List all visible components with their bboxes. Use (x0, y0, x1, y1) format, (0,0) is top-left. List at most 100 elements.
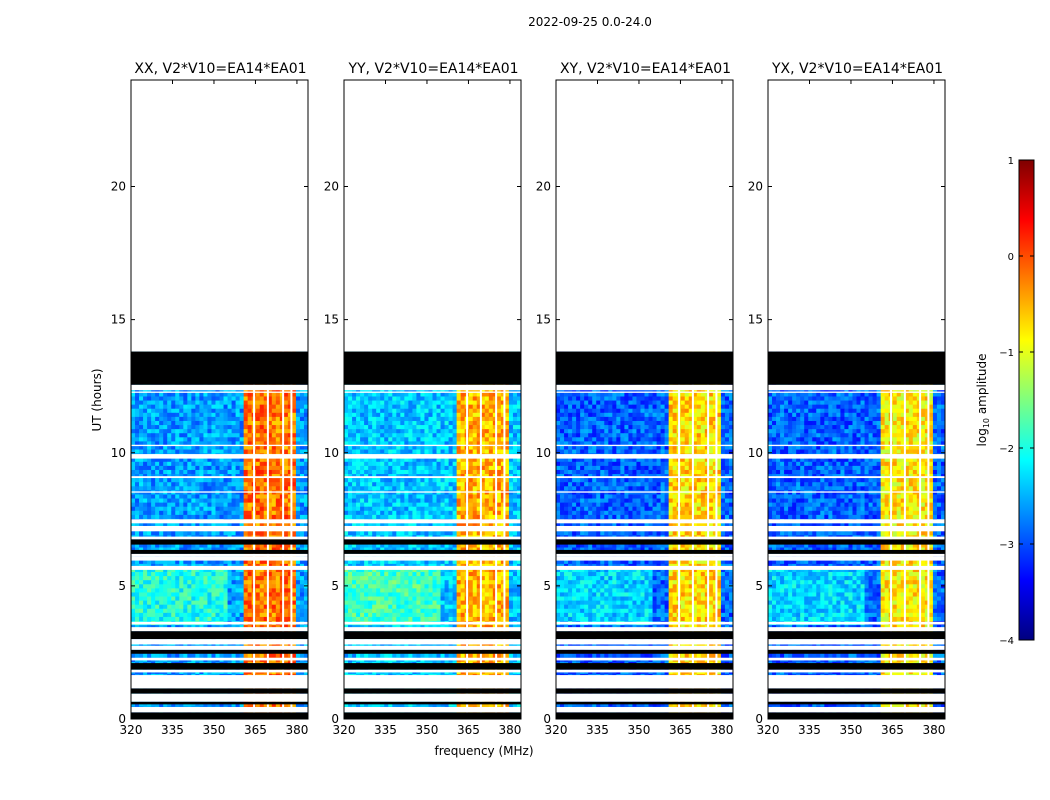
heatmap-cell (496, 396, 502, 401)
heatmap-cell (271, 457, 277, 463)
heatmap-cell (131, 420, 136, 426)
heatmap-cell (263, 412, 269, 418)
heatmap-cell (299, 596, 305, 601)
heatmap-cell (215, 433, 220, 438)
heatmap-cell (299, 572, 305, 577)
heatmap-cell (215, 543, 220, 548)
heatmap-cell (400, 420, 405, 426)
heatmap-cell (283, 404, 289, 410)
heatmap-cell (259, 608, 265, 614)
heatmap-cell (295, 457, 301, 463)
heatmap-cell (428, 396, 433, 401)
heatmap-cell (139, 425, 144, 430)
heatmap-cell (384, 412, 389, 418)
gap-band (131, 645, 308, 650)
heatmap-cell (231, 388, 236, 393)
heatmap-cell (295, 469, 301, 475)
heatmap-cell (203, 523, 208, 528)
heatmap-cell (235, 388, 241, 393)
heatmap-cell (143, 547, 148, 553)
heatmap-cell (155, 437, 160, 442)
heatmap-cell (271, 429, 277, 434)
heatmap-cell (235, 616, 241, 622)
heatmap-cell (275, 396, 281, 401)
heatmap-cell (247, 600, 253, 606)
heatmap-cell (392, 412, 397, 418)
heatmap-cell (167, 523, 172, 528)
heatmap-cell (191, 592, 196, 597)
heatmap-cell (247, 445, 253, 450)
heatmap-cell (303, 396, 308, 401)
heatmap-cell (255, 392, 261, 397)
heatmap-cell (215, 702, 220, 708)
heatmap-cell (267, 559, 273, 565)
heatmap-cell (283, 596, 289, 601)
heatmap-cell (504, 400, 510, 406)
heatmap-cell (215, 559, 220, 565)
heatmap-cell (131, 469, 136, 475)
heatmap-cell (291, 592, 297, 597)
heatmap-cell (376, 392, 381, 397)
heatmap-cell (440, 396, 445, 401)
heatmap-cell (199, 478, 204, 483)
heatmap-cell (303, 469, 308, 475)
heatmap-cell (344, 408, 349, 414)
heatmap-cell (416, 412, 421, 418)
heatmap-cell (187, 396, 192, 401)
heatmap-cell (187, 461, 192, 467)
heatmap-cell (203, 510, 208, 516)
heatmap-cell (135, 531, 140, 536)
heatmap-cell (303, 482, 308, 487)
heatmap-cell (267, 461, 273, 467)
heatmap-cell (299, 702, 305, 708)
heatmap-cell (271, 437, 277, 442)
heatmap-cell (227, 408, 232, 414)
heatmap-cell (263, 604, 269, 610)
heatmap-cell (239, 408, 245, 414)
heatmap-cell (384, 433, 389, 438)
heatmap-cell (135, 486, 140, 491)
heatmap-cell (167, 445, 172, 450)
heatmap-cell (384, 396, 389, 401)
heatmap-cell (191, 457, 196, 463)
heatmap-cell (171, 457, 176, 463)
heatmap-cell (211, 465, 216, 471)
heatmap-cell (171, 478, 176, 483)
heatmap-cell (223, 498, 228, 504)
heatmap-cell (275, 433, 281, 438)
heatmap-cell (207, 469, 212, 475)
heatmap-cell (295, 425, 301, 430)
heatmap-cell (356, 388, 361, 393)
heatmap-cell (143, 588, 148, 593)
heatmap-cell (143, 478, 148, 483)
heatmap-cell (428, 400, 433, 406)
heatmap-cell (247, 486, 253, 491)
heatmap-cell (151, 400, 156, 406)
heatmap-cell (472, 412, 478, 418)
heatmap-cell (163, 494, 168, 499)
heatmap-cell (255, 588, 261, 593)
heatmap-cell (171, 608, 176, 614)
heatmap-cell (183, 559, 188, 565)
heatmap-cell (267, 600, 273, 606)
heatmap-cell (259, 502, 265, 508)
heatmap-cell (155, 514, 160, 520)
heatmap-cell (135, 469, 140, 475)
heatmap-cell (215, 498, 220, 504)
heatmap-cell (163, 404, 168, 410)
heatmap-cell (259, 584, 265, 589)
heatmap-cell (171, 576, 176, 581)
heatmap-cell (235, 408, 241, 414)
heatmap-cell (227, 433, 232, 438)
heatmap-cell (223, 608, 228, 614)
heatmap-cell (283, 514, 289, 520)
heatmap-cell (199, 506, 204, 512)
heatmap-cell (235, 400, 241, 406)
heatmap-cell (183, 400, 188, 406)
heatmap-cell (167, 441, 172, 446)
heatmap-cell (219, 486, 224, 491)
heatmap-cell (187, 494, 192, 499)
heatmap-cell (163, 425, 168, 430)
heatmap-cell (131, 523, 136, 528)
heatmap-cell (259, 576, 265, 581)
